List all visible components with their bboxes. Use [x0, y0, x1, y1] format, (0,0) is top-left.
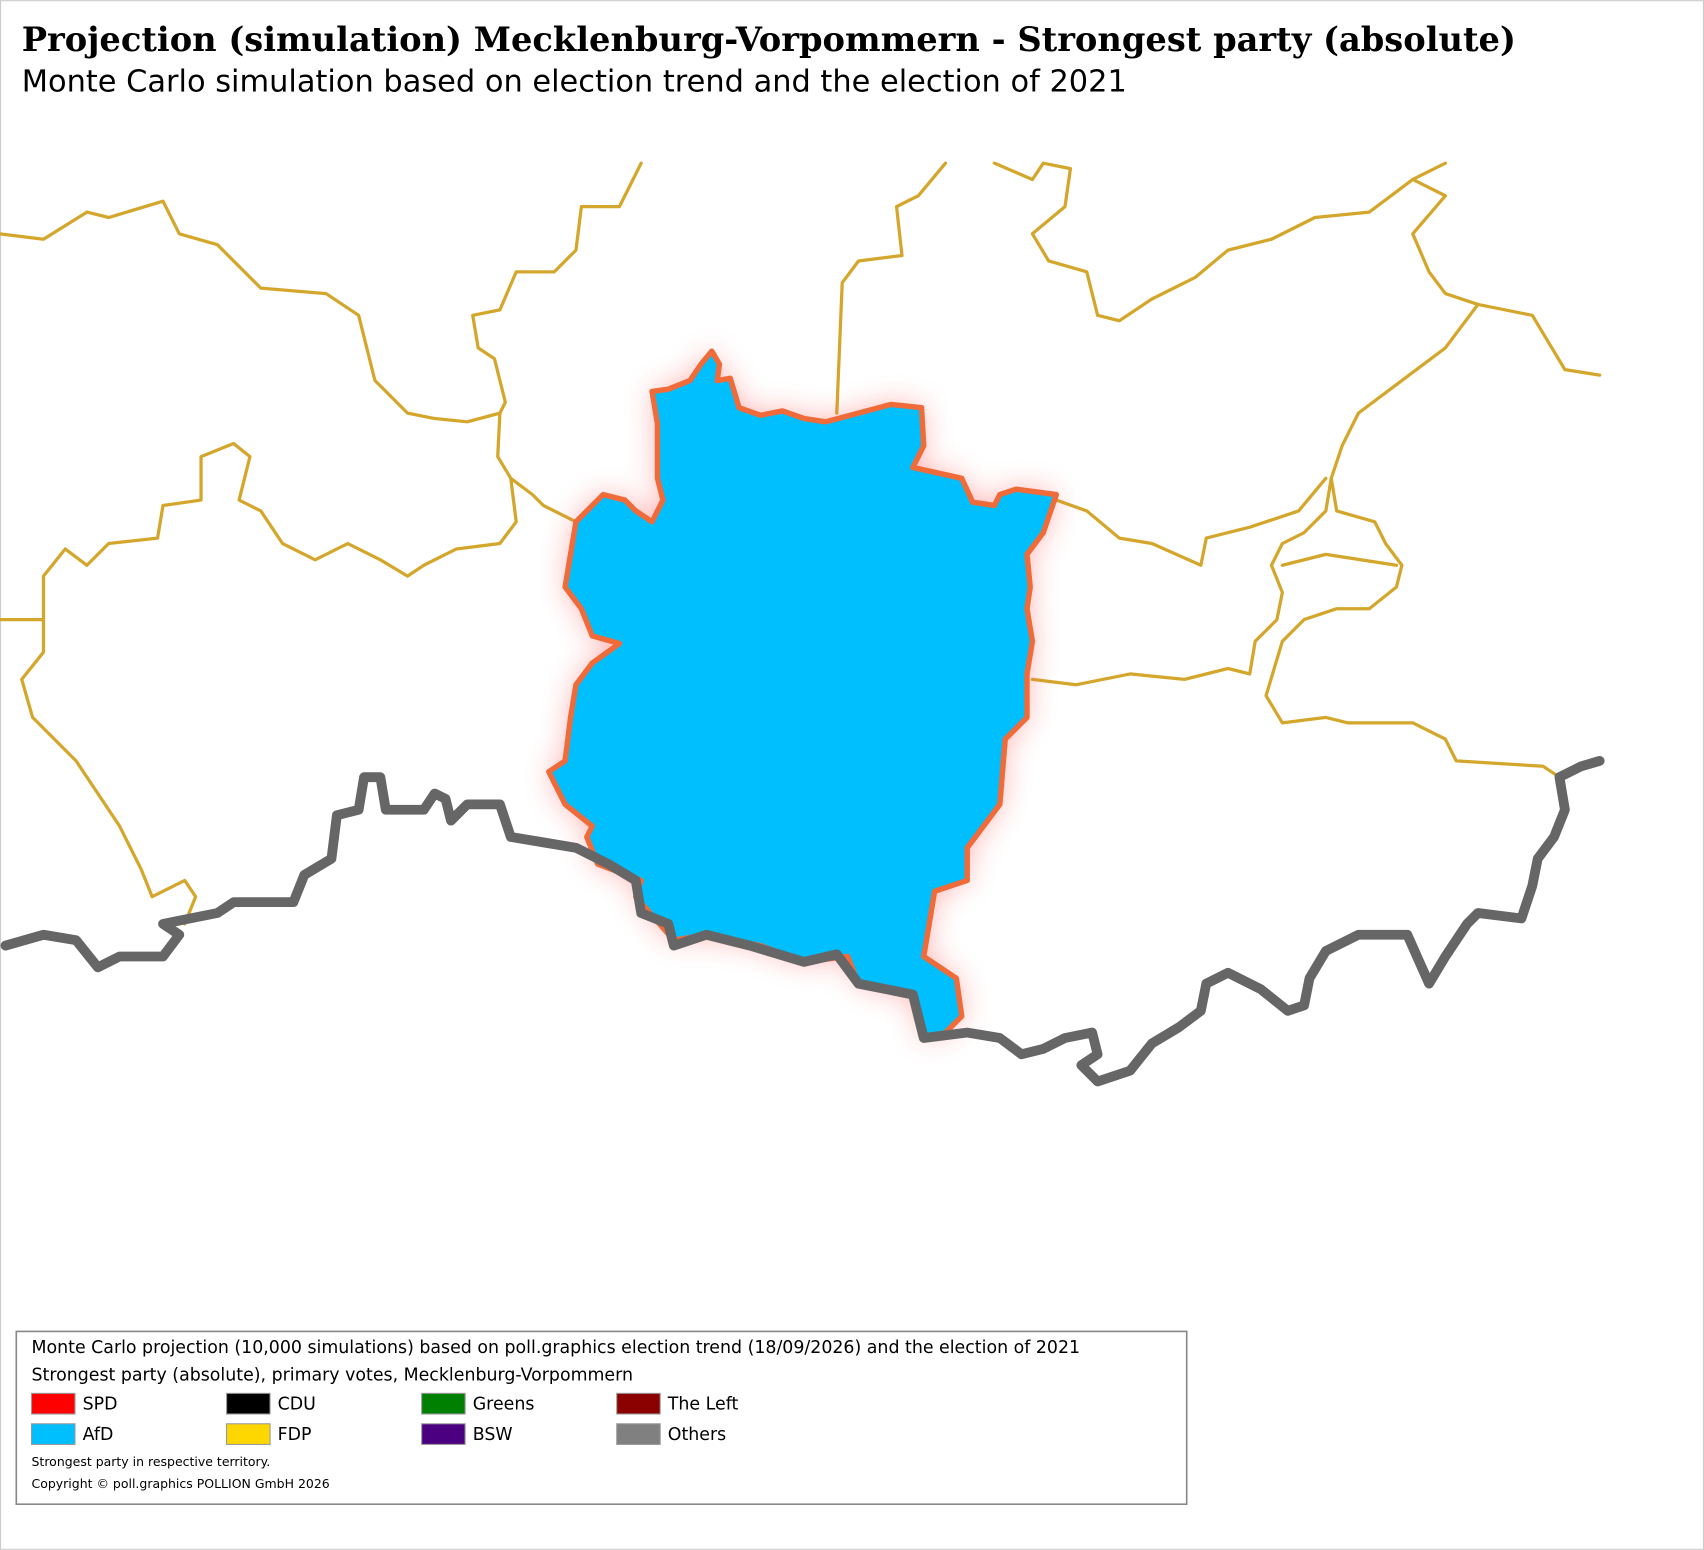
map: [0, 161, 1605, 1087]
district-border: [992, 161, 1447, 323]
district-border: [835, 161, 948, 415]
title: Projection (simulation) Mecklenburg-Vorp…: [22, 19, 1516, 59]
legend-swatch: [226, 1423, 271, 1445]
legend-label: FDP: [278, 1425, 312, 1445]
legend-label: Others: [668, 1425, 726, 1445]
legend-label: SPD: [83, 1395, 118, 1415]
legend-line: Strongest party (absolute), primary vote…: [32, 1365, 633, 1385]
district-border: [20, 617, 198, 926]
district-afd: [546, 348, 1060, 1041]
legend-label: BSW: [473, 1425, 513, 1445]
district-border: [1030, 302, 1480, 687]
district-border: [0, 441, 518, 622]
state-border: [0, 755, 1605, 1087]
legend-label: Greens: [473, 1395, 535, 1415]
district-border: [1264, 476, 1562, 779]
district-borders: [0, 161, 1602, 926]
district-border: [1280, 552, 1399, 567]
legend-line: Monte Carlo projection (10,000 simulatio…: [32, 1338, 1081, 1358]
district-border: [1054, 476, 1328, 567]
legend-swatch: [616, 1392, 661, 1415]
legend-swatch: [30, 1423, 76, 1445]
legend-swatch: [226, 1392, 271, 1415]
legend-label: CDU: [278, 1395, 316, 1415]
legend-swatch: [421, 1423, 466, 1445]
legend-swatch: [30, 1392, 76, 1415]
district-border: [1411, 177, 1602, 377]
legend-swatch: [616, 1423, 661, 1445]
legend-swatch: [421, 1392, 466, 1415]
district-border: [0, 161, 643, 424]
legend-note: Copyright © poll.graphics POLLION GmbH 2…: [32, 1476, 330, 1491]
legend-box: [15, 1330, 1188, 1506]
subtitle: Monte Carlo simulation based on election…: [22, 64, 1127, 99]
legend-label: The Left: [667, 1395, 739, 1415]
district-border: [496, 411, 578, 524]
legend-label: AfD: [83, 1425, 114, 1445]
legend-note: Strongest party in respective territory.: [32, 1454, 271, 1469]
legend: Monte Carlo projection (10,000 simulatio…: [30, 1338, 1081, 1491]
